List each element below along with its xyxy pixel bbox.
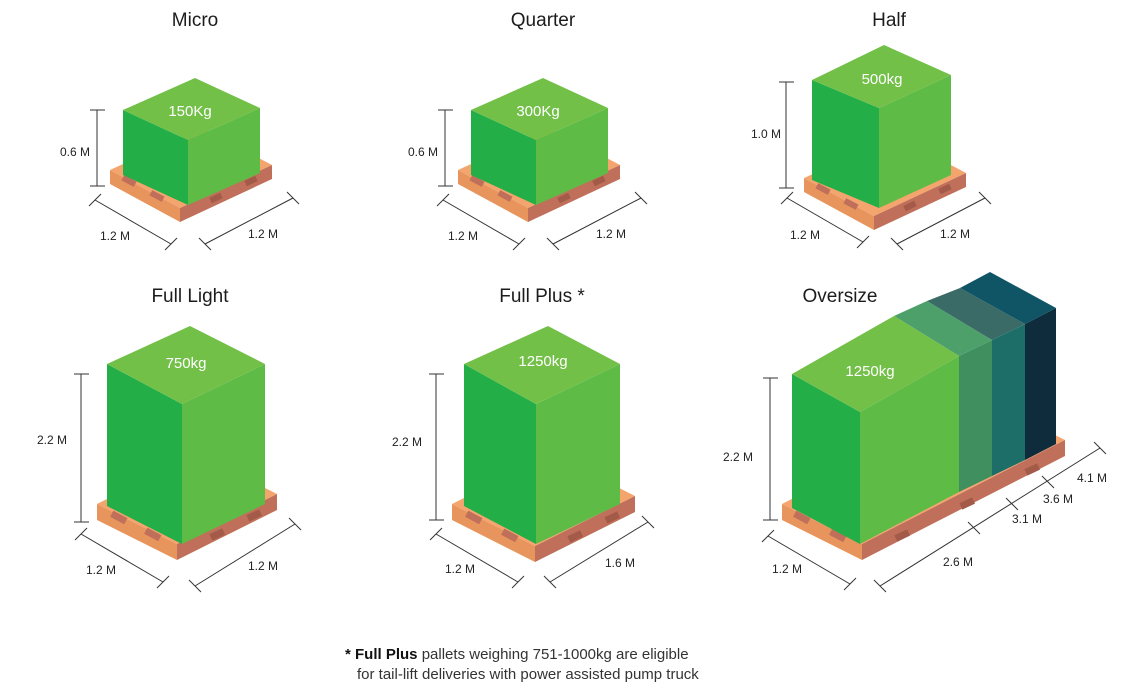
height-dimension	[429, 373, 444, 521]
box	[471, 78, 608, 205]
length-dimensions	[873, 441, 1107, 593]
box	[464, 326, 620, 544]
left-dim-label: 1.2 M	[86, 563, 116, 577]
weight-label: 750kg	[166, 355, 207, 372]
height-label: 2.2 M	[723, 450, 753, 464]
right-dim-label: 1.2 M	[248, 559, 278, 573]
height-dimension	[763, 377, 778, 521]
pallet-diagram: 150Kg 0.6 M 1.2 M 1.2 M	[60, 78, 300, 251]
dim-3-1-label: 3.1 M	[1012, 512, 1042, 526]
weight-label: 300Kg	[516, 103, 559, 120]
left-dimension	[780, 191, 870, 249]
box	[812, 45, 951, 208]
height-label: 2.2 M	[37, 433, 67, 447]
right-dimension	[198, 191, 300, 251]
weight-label: 150Kg	[168, 103, 211, 120]
dim-4-1-label: 4.1 M	[1077, 471, 1107, 485]
box	[792, 316, 959, 544]
panel-oversize: Oversize 1250kg 2.2 M	[670, 272, 1110, 593]
left-dim-label: 1.2 M	[100, 229, 130, 243]
box	[107, 326, 265, 544]
left-dimension	[429, 527, 525, 589]
panel-micro: Micro 150Kg 0.6 M 1.2 M 1.2 M	[25, 0, 365, 290]
left-dim-label: 1.2 M	[448, 229, 478, 243]
footnote-star: *	[345, 646, 351, 663]
right-dimension	[890, 191, 992, 251]
height-dimension	[74, 373, 89, 523]
dim-3-6-label: 3.6 M	[1043, 492, 1073, 506]
footnote-line-1: * Full Plus pallets weighing 751-1000kg …	[345, 645, 699, 665]
footnote-text-1: pallets weighing 751-1000kg are eligible	[421, 646, 689, 663]
left-dim-label: 1.2 M	[772, 562, 802, 576]
right-dim-label: 1.6 M	[605, 556, 635, 570]
pallet-diagram: 1250kg 2.2 M 1.2 M 1.6 M	[392, 326, 655, 589]
left-dimension	[436, 193, 526, 251]
panel-title: Full Light	[151, 286, 229, 307]
pallet-diagram: 300Kg 0.6 M 1.2 M 1.2 M	[408, 78, 648, 251]
height-label: 2.2 M	[392, 435, 422, 449]
panel-title: Full Plus *	[499, 286, 585, 307]
left-dim-label: 1.2 M	[790, 228, 820, 242]
panel-quarter: Quarter 300Kg 0.6 M 1.2 M 1.2 M	[373, 0, 713, 290]
height-dimension	[90, 109, 105, 187]
footnote: * Full Plus pallets weighing 751-1000kg …	[345, 645, 699, 685]
footnote-line-2: for tail-lift deliveries with power assi…	[357, 666, 699, 683]
panel-half: Half 500kg 1.0 M 1.2 M 1.2 M	[719, 0, 1059, 290]
height-dimension	[779, 81, 794, 189]
oversize-extension	[894, 272, 1056, 492]
weight-label: 500kg	[862, 71, 903, 88]
height-label: 0.6 M	[408, 145, 438, 159]
left-dim-label: 1.2 M	[445, 562, 475, 576]
right-dim-label: 1.2 M	[596, 227, 626, 241]
panel-full-light: Full Light 750kg 2.2 M 1.2 M 1.2 M	[25, 276, 365, 593]
right-dim-label: 1.2 M	[940, 227, 970, 241]
pallet-diagram: 500kg 1.0 M 1.2 M 1.2 M	[751, 45, 992, 251]
panel-title: Oversize	[802, 286, 878, 307]
left-dimension	[74, 527, 170, 589]
panel-title: Half	[872, 10, 906, 31]
footnote-bold: Full Plus	[355, 646, 418, 663]
pallet-diagram: 750kg 2.2 M 1.2 M 1.2 M	[37, 326, 302, 593]
panel-title: Quarter	[510, 10, 576, 31]
pallet-diagram: 1250kg 2.2 M 1.2 M 2.6 M 3.1 M 3.6 M 4.1…	[723, 272, 1107, 593]
left-dimension	[761, 529, 857, 591]
right-dim-label: 1.2 M	[248, 227, 278, 241]
weight-label: 1250kg	[845, 363, 894, 380]
right-dimension	[546, 191, 648, 251]
height-label: 1.0 M	[751, 127, 781, 141]
height-label: 0.6 M	[60, 145, 90, 159]
right-dim-label: 2.6 M	[943, 555, 973, 569]
height-dimension	[438, 109, 453, 187]
panel-title: Micro	[171, 10, 219, 31]
panel-full-plus: Full Plus * 1250kg 2.2 M 1.2 M 1.6 M	[380, 276, 720, 589]
right-dimension	[543, 515, 655, 589]
left-dimension	[88, 193, 178, 251]
box	[123, 78, 260, 205]
weight-label: 1250kg	[518, 353, 567, 370]
right-dimension	[188, 517, 302, 593]
